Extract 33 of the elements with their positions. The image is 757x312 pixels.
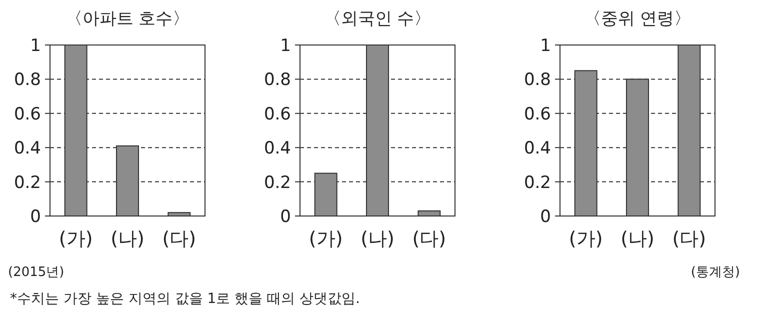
- y-tick-label: 0.6: [264, 104, 291, 124]
- chart-title: 〈아파트 호수〉: [65, 9, 190, 29]
- x-tick-label: (다): [412, 228, 446, 250]
- x-tick-label: (다): [672, 228, 706, 250]
- y-tick-label: 0: [540, 207, 551, 227]
- x-tick-label: (나): [620, 228, 654, 250]
- y-tick-label: 0.2: [524, 172, 551, 193]
- text: (2015년): [8, 265, 64, 280]
- y-tick-label: 0.6: [14, 104, 41, 124]
- y-tick-label: 0.6: [524, 104, 551, 124]
- y-tick-label: 0: [280, 207, 291, 227]
- x-tick-label: (가): [568, 228, 603, 250]
- y-tick-label: 0.2: [14, 172, 41, 193]
- x-tick-label: (가): [308, 228, 343, 250]
- y-tick-label: 1: [540, 36, 551, 56]
- text: *수치는 가장 높은 지역의 값을 1로 했을 때의 상댓값임.: [10, 291, 360, 307]
- x-tick-label: (나): [360, 228, 394, 250]
- x-tick-label: (다): [162, 228, 196, 250]
- y-tick-label: 0.2: [264, 172, 291, 193]
- x-tick-label: (나): [110, 228, 144, 250]
- y-tick-label: 0.4: [264, 138, 291, 159]
- y-tick-label: 1: [30, 36, 41, 56]
- y-tick-label: 0.4: [14, 138, 41, 159]
- y-tick-label: 0.4: [524, 138, 551, 159]
- chart-title: 〈외국인 수〉: [324, 9, 432, 29]
- y-tick-label: 0.8: [524, 70, 551, 90]
- x-tick-label: (가): [58, 228, 93, 250]
- y-tick-label: 1: [280, 36, 291, 56]
- y-tick-label: 0: [30, 207, 41, 227]
- chart-title: 〈중위 연령〉: [584, 9, 692, 29]
- y-tick-label: 0.8: [14, 70, 41, 90]
- y-tick-label: 0.8: [264, 70, 291, 90]
- text: (통계청): [690, 265, 740, 280]
